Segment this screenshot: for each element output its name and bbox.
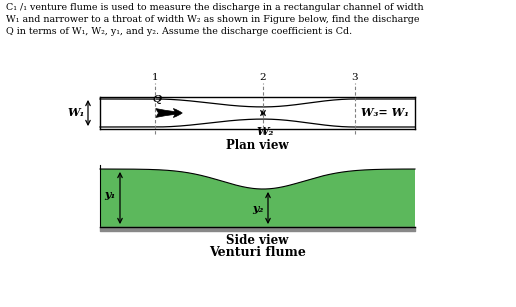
Text: Q: Q bbox=[153, 95, 162, 104]
Text: 3: 3 bbox=[352, 73, 358, 82]
Text: y₁: y₁ bbox=[105, 189, 116, 200]
Text: Venturi flume: Venturi flume bbox=[209, 246, 306, 259]
Text: W₃= W₁: W₃= W₁ bbox=[361, 107, 409, 119]
Text: Plan view: Plan view bbox=[226, 139, 289, 152]
Text: W₁: W₁ bbox=[68, 107, 85, 119]
Text: C₁ /₁ venture flume is used to measure the discharge in a rectangular channel of: C₁ /₁ venture flume is used to measure t… bbox=[6, 3, 424, 36]
Text: W₂: W₂ bbox=[256, 126, 273, 137]
Text: Side view: Side view bbox=[227, 234, 288, 247]
Text: 1: 1 bbox=[152, 73, 158, 82]
Text: y₂: y₂ bbox=[253, 203, 264, 213]
Polygon shape bbox=[100, 169, 415, 227]
Text: 2: 2 bbox=[260, 73, 266, 82]
